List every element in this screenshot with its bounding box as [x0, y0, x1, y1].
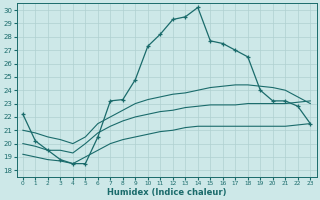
- X-axis label: Humidex (Indice chaleur): Humidex (Indice chaleur): [107, 188, 226, 197]
